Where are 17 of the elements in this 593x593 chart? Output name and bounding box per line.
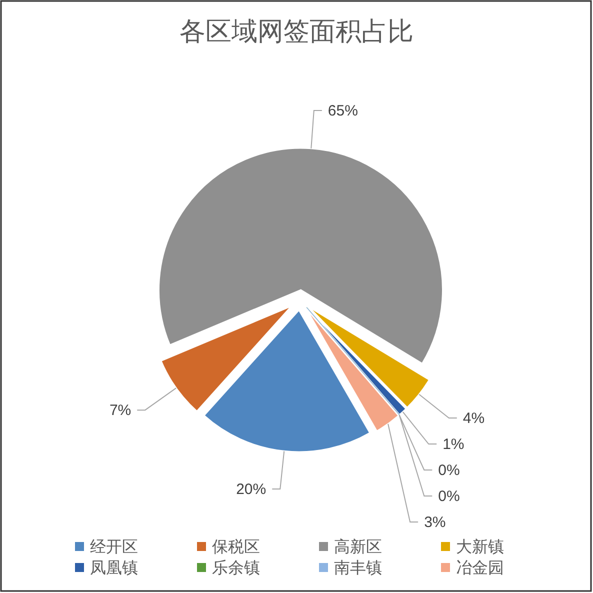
- data-label: 7%: [109, 402, 132, 420]
- legend-label: 高新区: [334, 538, 382, 556]
- data-label: 20%: [236, 480, 266, 498]
- text: 0%: [438, 462, 460, 480]
- data-label: 4%: [462, 410, 485, 428]
- legend-label: 大新镇: [456, 538, 504, 556]
- text: 0%: [438, 488, 460, 506]
- legend-label: 南丰镇: [334, 559, 382, 577]
- data-label: 65%: [328, 102, 358, 120]
- chart-title: 各区域网签面积占比: [180, 16, 414, 46]
- data-label: 1%: [442, 436, 464, 454]
- legend-label: 乐余镇: [212, 559, 260, 577]
- legend-label: 冶金园: [456, 559, 504, 577]
- legend-label: 凤凰镇: [90, 560, 138, 577]
- legend-label: 保税区: [212, 538, 260, 556]
- legend-label: 经开区: [90, 539, 138, 556]
- data-label: 3%: [424, 514, 446, 532]
